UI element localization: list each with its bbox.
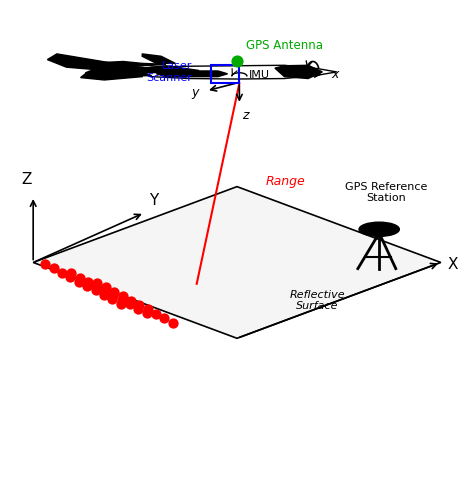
Point [84, 278, 92, 286]
Text: X: X [448, 257, 458, 272]
Text: Reflective
Surface: Reflective Surface [290, 290, 346, 311]
Point [75, 278, 82, 285]
Point [58, 269, 66, 277]
Point [127, 297, 135, 304]
Point [144, 305, 151, 313]
Point [91, 286, 99, 294]
Point [126, 300, 134, 308]
Point [143, 309, 150, 317]
Point [109, 292, 117, 300]
Polygon shape [275, 65, 322, 78]
Point [135, 305, 142, 313]
Point [110, 288, 118, 296]
Point [152, 310, 160, 318]
Point [169, 319, 176, 327]
Point [118, 296, 125, 304]
Text: Laser
Scanner: Laser Scanner [146, 61, 192, 83]
Polygon shape [76, 59, 166, 66]
Polygon shape [142, 54, 175, 63]
Point [68, 269, 75, 277]
Text: y: y [191, 86, 199, 99]
Text: z: z [242, 110, 248, 122]
Polygon shape [81, 74, 142, 80]
Point [117, 300, 124, 308]
Point [101, 287, 109, 295]
Point [67, 273, 74, 281]
Text: IMU: IMU [249, 70, 270, 80]
Text: GPS Reference
Station: GPS Reference Station [345, 182, 428, 203]
Text: Y: Y [149, 193, 159, 208]
Point [76, 274, 83, 281]
Point [109, 296, 116, 303]
Point [102, 283, 109, 291]
Polygon shape [33, 187, 441, 338]
Point [42, 260, 49, 268]
Point [50, 264, 57, 272]
Point [136, 301, 143, 309]
Text: Z: Z [21, 171, 31, 187]
Polygon shape [85, 69, 152, 75]
Point [94, 279, 101, 287]
Polygon shape [142, 65, 337, 79]
Point [83, 282, 91, 290]
Point [161, 315, 168, 322]
Point [119, 292, 127, 300]
Text: GPS Antenna: GPS Antenna [246, 38, 323, 52]
Point [233, 57, 241, 65]
Polygon shape [95, 64, 152, 70]
Polygon shape [156, 71, 228, 76]
Polygon shape [47, 54, 199, 73]
Point [100, 291, 108, 299]
Point [93, 282, 100, 290]
Ellipse shape [359, 222, 399, 236]
Text: x: x [331, 68, 338, 81]
Bar [211, 65, 239, 83]
Text: Range: Range [265, 175, 305, 188]
